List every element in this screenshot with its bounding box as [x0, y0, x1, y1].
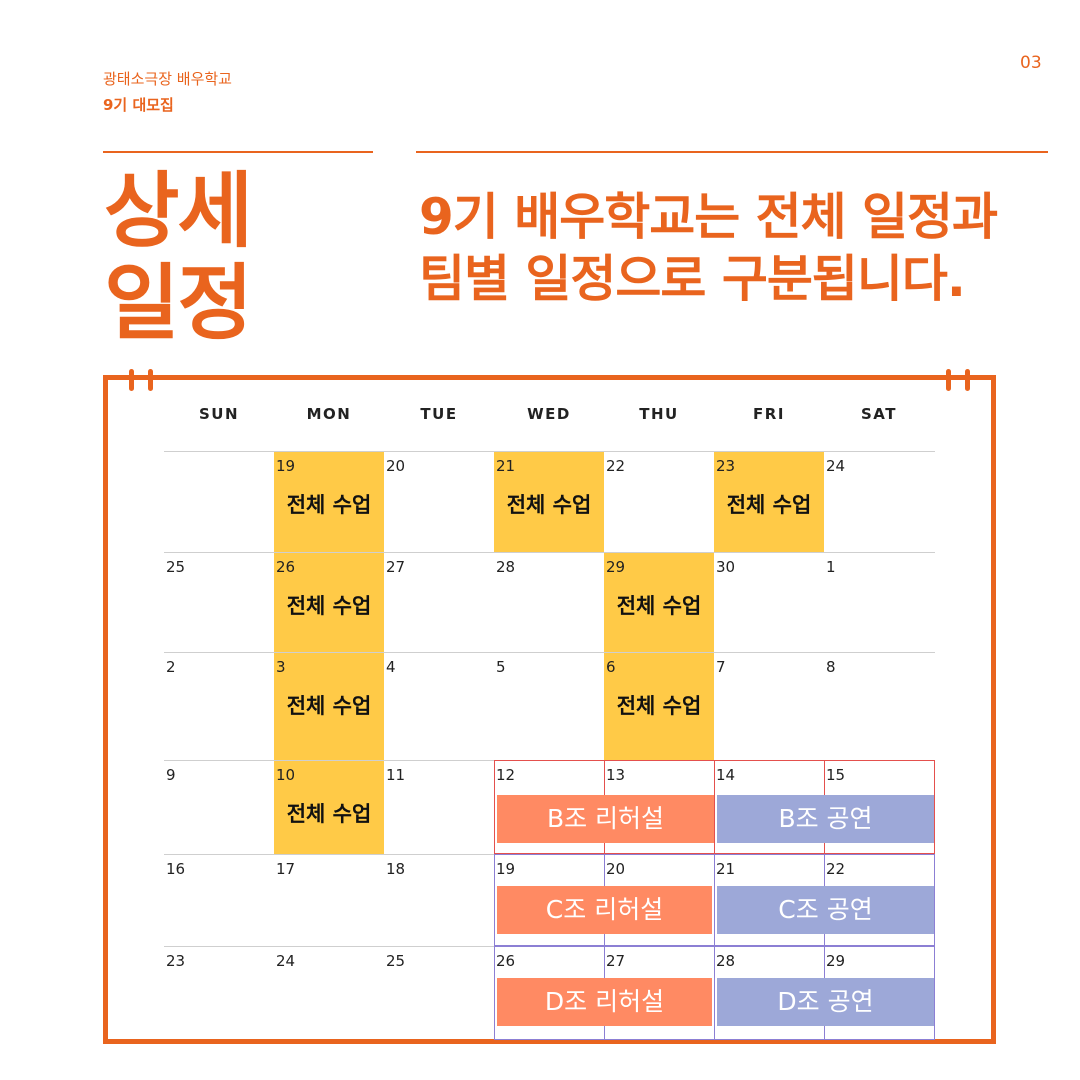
- divider-right: [416, 151, 1048, 153]
- day-number: 22: [826, 860, 846, 878]
- day-number: 9: [166, 766, 176, 784]
- day-number: 21: [496, 457, 516, 475]
- day-number: 15: [826, 766, 846, 784]
- class-cell-bg: [714, 452, 824, 552]
- page-number: 03: [1020, 53, 1042, 73]
- day-number: 12: [496, 766, 516, 784]
- day-number: 18: [386, 860, 406, 878]
- page-title: 상세 일정: [104, 166, 274, 350]
- headline: 9기 배우학교는 전체 일정과 팀별 일정으로 구분됩니다.: [419, 186, 1059, 310]
- divider-left: [103, 151, 373, 153]
- day-number: 8: [826, 658, 836, 676]
- weekday-thu: THU: [639, 405, 679, 423]
- class-label: 전체 수업: [616, 594, 702, 618]
- day-number: 29: [826, 952, 846, 970]
- binder-ring-icon: [965, 369, 970, 391]
- day-number: 14: [716, 766, 736, 784]
- class-label: 전체 수업: [286, 493, 372, 517]
- day-number: 21: [716, 860, 736, 878]
- day-number: 26: [276, 558, 296, 576]
- day-number: 20: [606, 860, 626, 878]
- team-schedule-divider: [824, 854, 825, 1040]
- class-cell-bg: [274, 653, 384, 760]
- weekday-sat: SAT: [861, 405, 897, 423]
- class-label: 전체 수업: [506, 493, 592, 517]
- class-label: 전체 수업: [286, 694, 372, 718]
- binder-ring-icon: [129, 369, 134, 391]
- day-number: 17: [276, 860, 296, 878]
- day-number: 5: [496, 658, 506, 676]
- class-label: 전체 수업: [286, 802, 372, 826]
- class-label: 전체 수업: [726, 493, 812, 517]
- day-number: 25: [386, 952, 406, 970]
- day-number: 2: [166, 658, 176, 676]
- day-number: 11: [386, 766, 406, 784]
- day-number: 1: [826, 558, 836, 576]
- grid-line: [164, 552, 935, 553]
- event-b-show[interactable]: B조 공연: [717, 795, 934, 843]
- weekday-mon: MON: [306, 405, 352, 423]
- class-cell-bg: [604, 653, 714, 760]
- event-c-rehearsal[interactable]: C조 리허설: [497, 886, 712, 934]
- team-schedule-divider: [714, 854, 715, 1040]
- brand-subtitle: 9기 대모집: [103, 96, 174, 114]
- page-title-line1: 상세: [104, 164, 253, 259]
- day-number: 19: [496, 860, 516, 878]
- day-number: 22: [606, 457, 626, 475]
- day-number: 27: [386, 558, 406, 576]
- day-number: 23: [166, 952, 186, 970]
- day-number: 26: [496, 952, 516, 970]
- day-number: 19: [276, 457, 296, 475]
- grid-line: [164, 451, 935, 452]
- class-cell-bg: [274, 452, 384, 552]
- day-number: 24: [826, 457, 846, 475]
- class-label: 전체 수업: [286, 594, 372, 618]
- day-number: 10: [276, 766, 296, 784]
- day-number: 20: [386, 457, 406, 475]
- day-number: 24: [276, 952, 296, 970]
- event-d-rehearsal[interactable]: D조 리허설: [497, 978, 712, 1026]
- weekday-tue: TUE: [420, 405, 458, 423]
- day-number: 4: [386, 658, 396, 676]
- day-number: 28: [716, 952, 736, 970]
- class-cell-bg: [604, 553, 714, 652]
- class-cell-bg: [274, 553, 384, 652]
- binder-ring-icon: [946, 369, 951, 391]
- team-schedule-divider: [714, 760, 715, 854]
- day-number: 28: [496, 558, 516, 576]
- binder-ring-icon: [148, 369, 153, 391]
- day-number: 30: [716, 558, 736, 576]
- team-schedule-divider: [604, 854, 605, 1040]
- day-number: 3: [276, 658, 286, 676]
- day-number: 6: [606, 658, 616, 676]
- day-number: 7: [716, 658, 726, 676]
- day-number: 23: [716, 457, 736, 475]
- day-number: 16: [166, 860, 186, 878]
- day-number: 27: [606, 952, 626, 970]
- weekday-fri: FRI: [753, 405, 785, 423]
- brand-name: 광태소극장 배우학교: [103, 70, 232, 88]
- page-title-line2: 일정: [104, 256, 253, 351]
- grid-line: [164, 652, 935, 653]
- day-number: 29: [606, 558, 626, 576]
- headline-line1: 9기 배우학교는 전체 일정과: [419, 188, 998, 246]
- weekday-wed: WED: [527, 405, 571, 423]
- day-number: 25: [166, 558, 186, 576]
- event-b-rehearsal[interactable]: B조 리허설: [497, 795, 714, 843]
- class-label: 전체 수업: [616, 694, 702, 718]
- weekday-sun: SUN: [198, 405, 240, 423]
- class-cell-bg: [274, 761, 384, 854]
- class-cell-bg: [494, 452, 604, 552]
- event-c-show[interactable]: C조 공연: [717, 886, 934, 934]
- event-d-show[interactable]: D조 공연: [717, 978, 934, 1026]
- headline-line2: 팀별 일정으로 구분됩니다.: [419, 250, 966, 308]
- day-number: 13: [606, 766, 626, 784]
